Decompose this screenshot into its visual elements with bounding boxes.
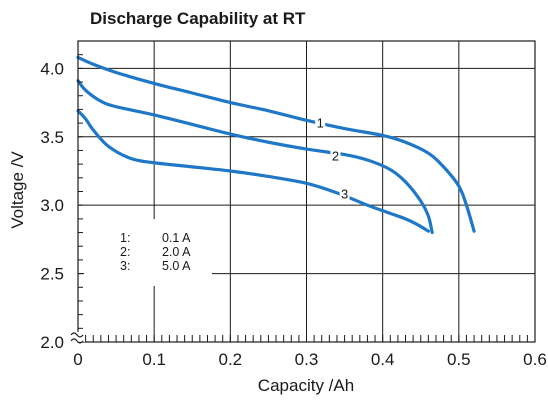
legend-label: 2.0 A [162, 245, 191, 259]
series-1-label: 1 [317, 116, 324, 131]
series-label-mask [330, 147, 341, 162]
axis-break-mark [70, 338, 84, 344]
y-axis-label: Voltage /V [8, 151, 27, 229]
series-2-line [76, 79, 434, 235]
x-tick-label: 0.2 [219, 350, 243, 369]
axis-ticks: 0 0.1 0.2 0.3 0.4 0.5 0.6 2.0 2.5 3.0 3.5 4.0 [40, 59, 546, 369]
series-3-line [76, 109, 430, 233]
y-tick-label: 3.0 [40, 196, 64, 215]
series-1-line [76, 55, 476, 233]
legend: 1: 0.1 A 2: 2.0 A 3: 5.0 A [84, 219, 212, 286]
x-tick-label: 0 [73, 350, 82, 369]
series-label-mask [315, 115, 326, 130]
legend-key: 3: [120, 259, 130, 273]
y-tick-label: 3.5 [40, 128, 64, 147]
chart-title: Discharge Capability at RT [90, 9, 306, 28]
y-tick-label: 2.0 [40, 333, 64, 352]
y-tick-label: 2.5 [40, 265, 64, 284]
x-tick-label: 0.1 [142, 350, 166, 369]
series-3-label: 3 [341, 187, 348, 202]
legend-key: 2: [120, 245, 130, 259]
series-group: 1 2 3 [76, 55, 476, 235]
series-label-mask [339, 186, 350, 201]
legend-label: 0.1 A [162, 231, 191, 245]
x-tick-label: 0.5 [447, 350, 471, 369]
legend-key: 1: [120, 231, 130, 245]
legend-label: 5.0 A [162, 259, 191, 273]
x-tick-label: 0.3 [295, 350, 319, 369]
x-tick-label: 0.4 [371, 350, 395, 369]
x-tick-label: 0.6 [523, 350, 547, 369]
plot-frame [70, 40, 536, 344]
legend-box [84, 219, 212, 286]
x-axis-label: Capacity /Ah [258, 376, 354, 395]
y-tick-label: 4.0 [40, 59, 64, 78]
grid [78, 41, 535, 343]
axis-break-mark [70, 332, 84, 338]
series-2-label: 2 [332, 148, 339, 163]
